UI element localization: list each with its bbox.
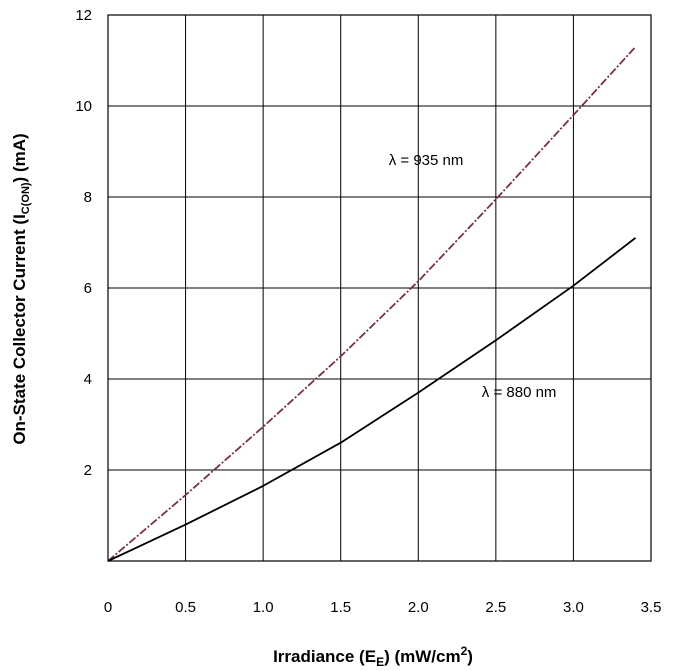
series-line-935nm	[107, 46, 637, 562]
x-axis-label-rest: ) (mW/cm	[384, 647, 461, 666]
annotations: λ = 935 nm λ = 880 nm	[389, 152, 557, 401]
gridlines	[108, 15, 651, 561]
series-line-880nm	[107, 237, 637, 562]
x-tick-label: 0	[104, 599, 112, 616]
x-tick-label: 1.0	[253, 599, 274, 616]
x-tick-label: 1.5	[330, 599, 351, 616]
x-axis-label-main: Irradiance (E	[273, 647, 376, 666]
x-tick-label: 2.5	[485, 599, 506, 616]
y-tick-label: 4	[84, 371, 92, 388]
y-tick-labels: 2 4 6 8 10 12	[75, 7, 92, 479]
x-axis-label-end: )	[467, 647, 473, 666]
y-tick-label: 12	[75, 7, 92, 24]
series-annotation-1: λ = 880 nm	[482, 384, 557, 401]
y-axis-label: On-State Collector Current (IC(ON)) (mA)	[10, 133, 32, 444]
y-tick-label: 10	[75, 98, 92, 115]
y-axis-label-main: On-State Collector Current (I	[10, 214, 29, 444]
x-tick-label: 2.0	[408, 599, 429, 616]
series-annotation-0: λ = 935 nm	[389, 152, 464, 169]
y-axis-label-rest: ) (mA)	[10, 133, 29, 182]
x-axis-label-sup: 2	[461, 644, 468, 658]
series-lines	[107, 46, 637, 562]
x-tick-label: 3.5	[641, 599, 662, 616]
x-axis-label-sub: E	[376, 655, 384, 669]
x-tick-labels: 0 0.5 1.0 1.5 2.0 2.5 3.0 3.5	[104, 599, 662, 616]
x-tick-label: 3.0	[563, 599, 584, 616]
x-axis-label: Irradiance (EE) (mW/cm2)	[273, 644, 473, 669]
y-tick-label: 6	[84, 280, 92, 297]
y-tick-label: 2	[84, 462, 92, 479]
y-axis-label-sub: C(ON)	[20, 182, 32, 214]
y-tick-label: 8	[84, 189, 92, 206]
plot-frame	[107, 14, 652, 562]
x-tick-label: 0.5	[175, 599, 196, 616]
